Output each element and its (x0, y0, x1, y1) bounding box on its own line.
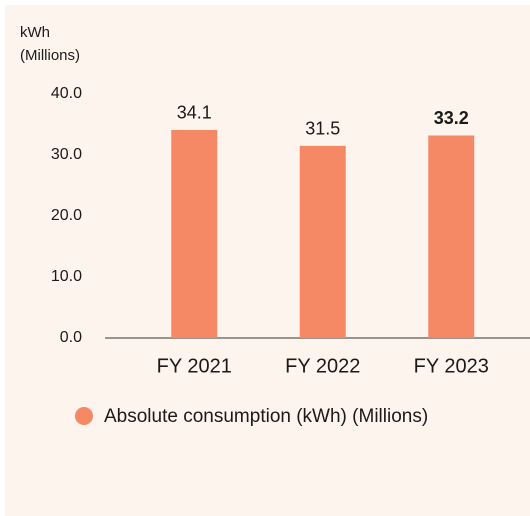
y-tick-label: 30.0 (51, 146, 82, 163)
y-axis-title: (Millions) (20, 47, 80, 64)
x-tick-label: FY 2021 (157, 355, 232, 377)
y-tick-label: 10.0 (51, 268, 82, 285)
bar (171, 129, 218, 338)
value-label: 33.2 (434, 108, 469, 128)
bar (428, 135, 475, 338)
value-label: 31.5 (305, 119, 340, 139)
y-axis-title: kWh (20, 24, 50, 41)
x-tick-label: FY 2023 (414, 355, 489, 377)
x-tick-label: FY 2022 (285, 355, 360, 377)
y-tick-label: 20.0 (51, 207, 82, 224)
value-label: 34.1 (177, 103, 212, 123)
legend-label: Absolute consumption (kWh) (Millions) (104, 406, 428, 427)
bar (299, 145, 346, 338)
y-tick-label: 0.0 (60, 329, 82, 346)
legend-marker (75, 407, 93, 425)
y-tick-label: 40.0 (51, 85, 82, 102)
